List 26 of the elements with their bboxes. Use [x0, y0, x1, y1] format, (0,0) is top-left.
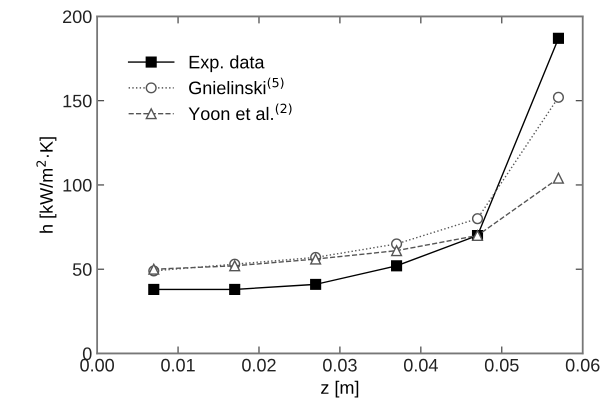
point: [552, 92, 564, 103]
x-tick-label: 0.03: [323, 358, 357, 372]
y-tick-label: 50: [72, 263, 92, 276]
point: [310, 278, 322, 290]
x-axis-title: z [m]: [321, 380, 358, 398]
y-tick-label: 150: [64, 94, 92, 108]
point: [391, 245, 402, 256]
point: [552, 32, 564, 44]
y-axis-title: h [kW/m$^{2}$·K]: [36, 137, 56, 233]
x-tick-label: 0.01: [161, 358, 195, 372]
point: [391, 260, 402, 272]
x-tick-label: 0.06: [566, 358, 600, 372]
point: [229, 284, 240, 295]
legend-label: Exp. data: [190, 55, 264, 72]
point: [472, 213, 484, 224]
x-tick-label: 0.00: [80, 358, 114, 372]
x-tick-label: 0.02: [242, 358, 276, 372]
point: [148, 284, 160, 295]
y-tick-label: 100: [64, 178, 92, 192]
x-tick-label: 0.04: [404, 358, 438, 372]
legend-label: Gnielinski$^{(5)}$: [189, 78, 284, 94]
y-tick-label: 0: [82, 347, 92, 360]
y-tick-label: 200: [63, 10, 92, 24]
point: [552, 172, 564, 184]
legend-label: Yoon et al.$^{(2)}$: [188, 103, 292, 120]
x-tick-label: 0.05: [484, 358, 519, 372]
